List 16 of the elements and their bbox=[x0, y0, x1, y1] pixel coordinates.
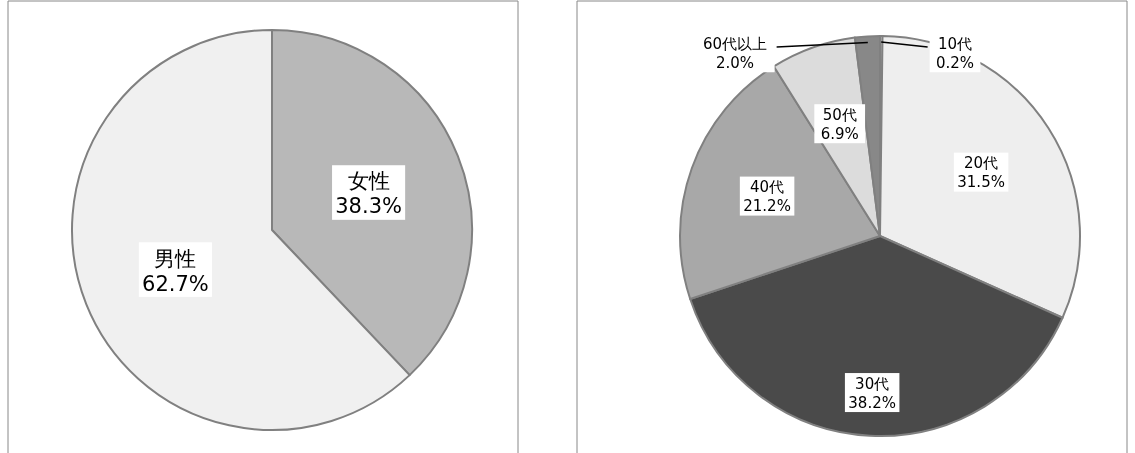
data-label: 62.7% bbox=[142, 271, 209, 296]
slice-label: 10代 bbox=[937, 35, 973, 53]
slice-label: 20代 bbox=[964, 154, 999, 173]
data-label: 21.2% bbox=[743, 197, 791, 216]
slice-label: 女性 bbox=[347, 169, 390, 194]
data-label: 6.9% bbox=[820, 124, 859, 143]
data-label: 2.0% bbox=[715, 54, 755, 72]
data-label: 31.5% bbox=[957, 173, 1005, 192]
slice-label: 男性 bbox=[154, 246, 197, 271]
slice-label: 40代 bbox=[750, 178, 785, 197]
data-label: 0.2% bbox=[935, 54, 975, 72]
data-label: 38.2% bbox=[848, 393, 896, 412]
slice-label: 50代 bbox=[822, 105, 857, 124]
slice-label: 60代以上 bbox=[702, 35, 768, 53]
data-label: 38.3% bbox=[335, 194, 402, 219]
slice-label: 30代 bbox=[855, 374, 890, 393]
